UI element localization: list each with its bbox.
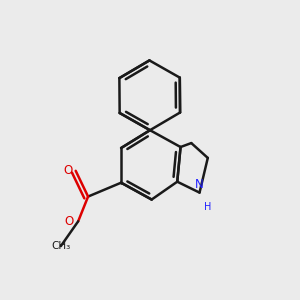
Text: N: N (195, 178, 204, 191)
Text: O: O (64, 215, 73, 228)
Text: CH₃: CH₃ (51, 241, 70, 251)
Text: H: H (204, 202, 212, 212)
Text: O: O (63, 164, 72, 177)
